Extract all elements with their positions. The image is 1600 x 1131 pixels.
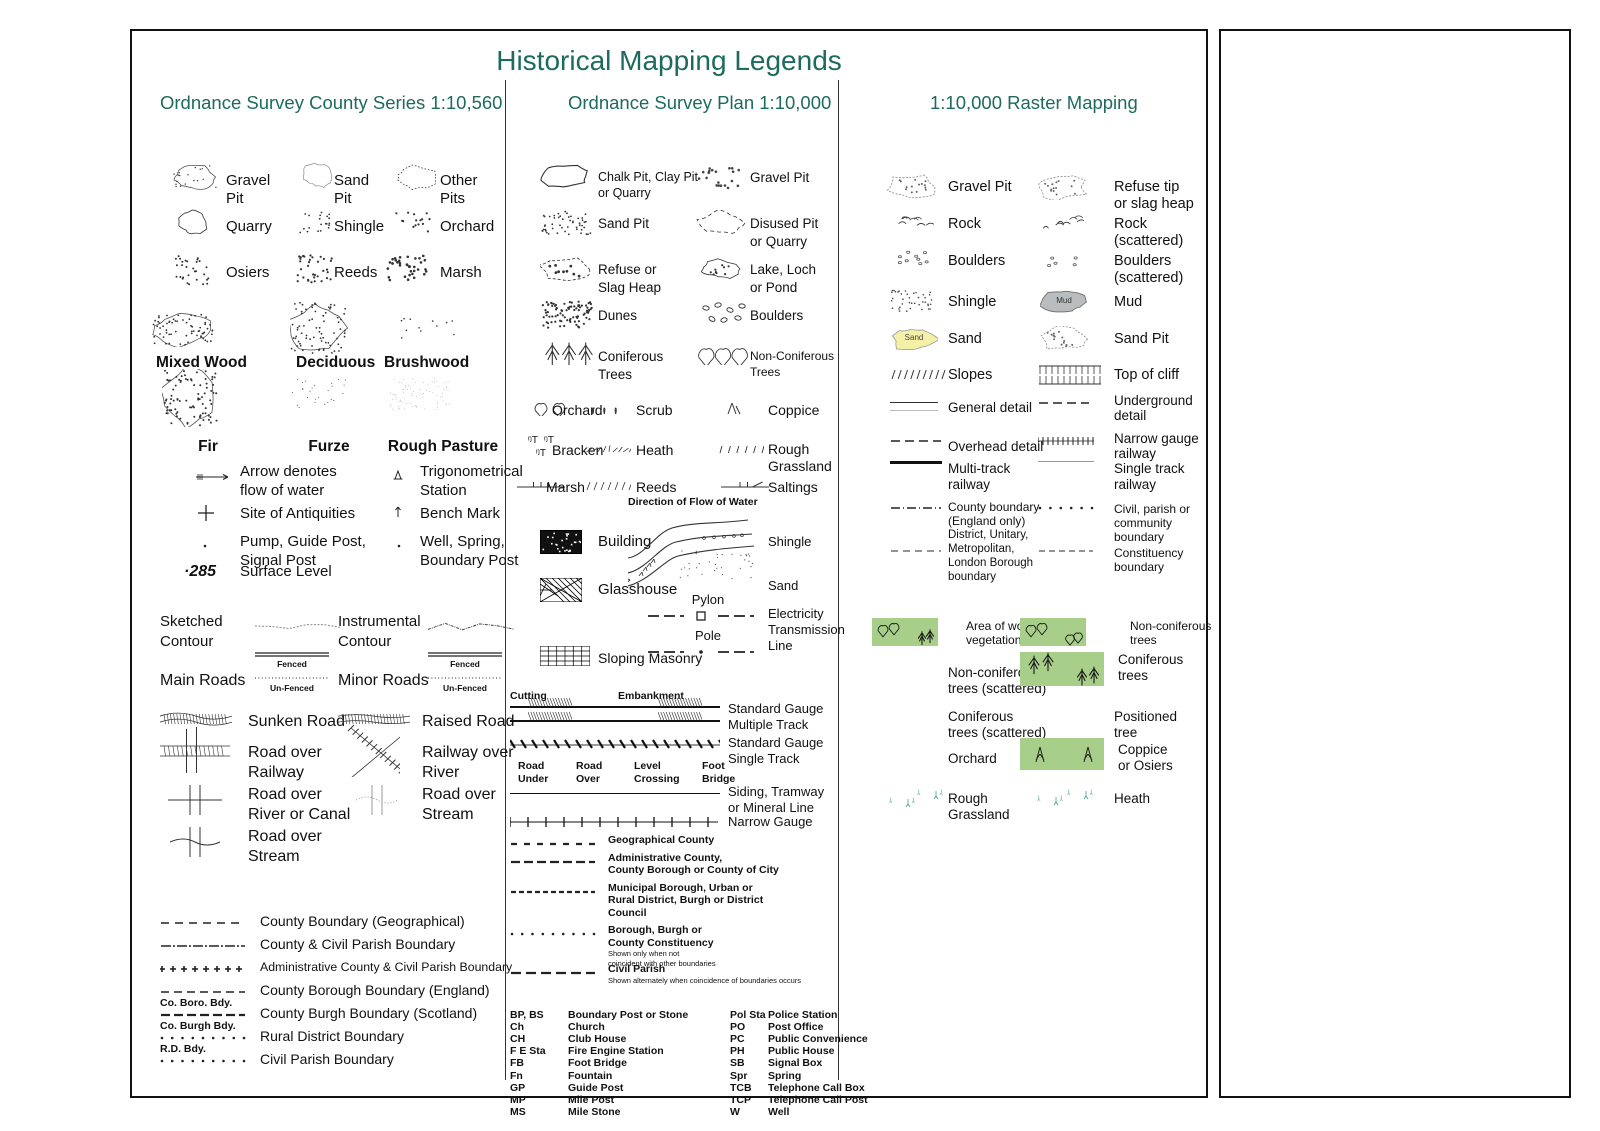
svg-text:Fenced: Fenced [450,659,480,669]
svg-text:Un-Fenced: Un-Fenced [270,683,314,693]
svg-text:Un-Fenced: Un-Fenced [443,683,487,693]
svg-text:Fenced: Fenced [277,659,307,669]
